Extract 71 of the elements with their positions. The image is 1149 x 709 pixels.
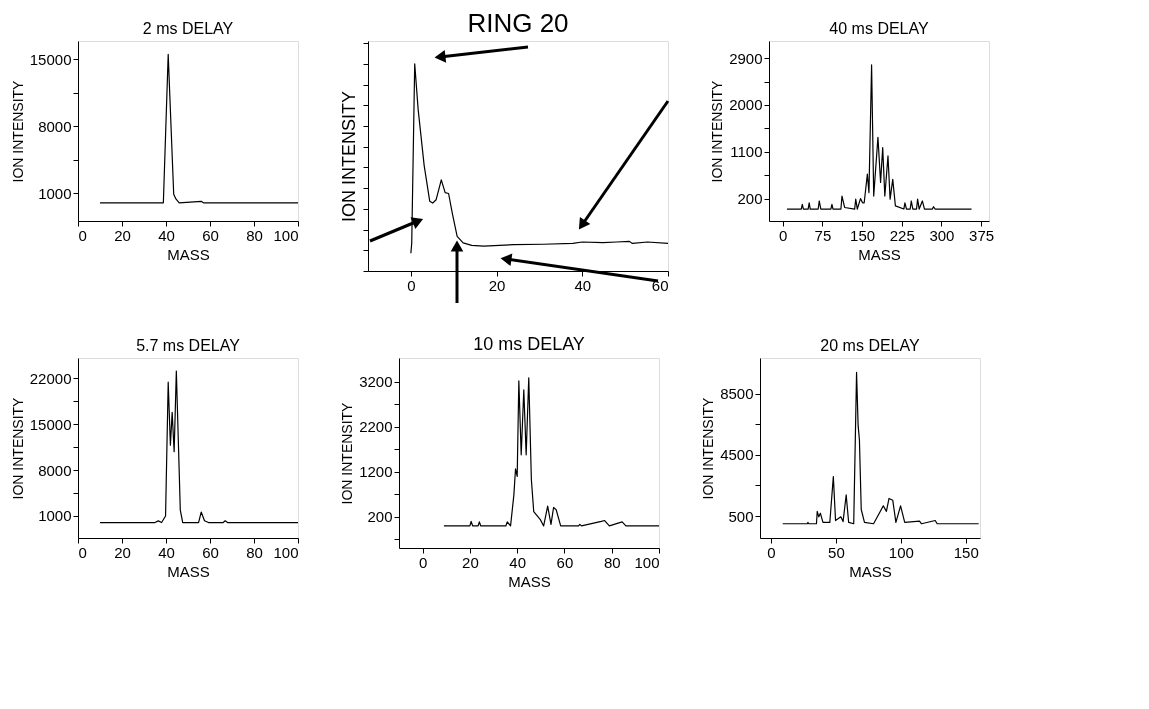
y-tick-label: 500 [728,507,754,525]
y-tick-label: 1100 [730,143,763,161]
y-tick-label: 15000 [29,415,72,433]
x-axis-title: MASS [849,562,892,580]
y-tick-label: 1000 [38,184,72,202]
x-tick-label: 150 [953,543,979,561]
x-axis-title: MASS [508,572,551,590]
y-tick-label: 1200 [359,463,393,481]
x-tick-label: 50 [828,543,845,561]
x-tick-label: 0 [78,226,87,244]
x-axis-title: MASS [858,245,901,263]
x-tick-label: 0 [418,553,428,571]
y-tick-label: 200 [737,190,763,208]
x-tick-label: 80 [246,226,263,244]
chart-title: 20 ms DELAY [820,337,920,354]
x-tick-label: 100 [273,226,299,244]
line-series [99,53,299,204]
line-series [782,371,980,525]
chart-title: 40 ms DELAY [829,20,929,37]
y-tick-label: 2200 [359,418,393,436]
x-axis-title: MASS [167,562,210,580]
x-tick-label: 100 [888,543,914,561]
y-tick-label: 8500 [720,385,754,403]
x-tick-label: 225 [889,226,915,244]
x-tick-label: 150 [850,226,876,244]
line-series [786,64,973,210]
y-tick-label: 3200 [359,373,393,391]
x-tick-label: 60 [202,543,219,561]
x-tick-label: 40 [574,276,592,294]
x-tick-label: 20 [114,543,131,561]
y-tick-label: 1000 [38,507,72,525]
x-tick-label: 20 [462,553,479,571]
y-tick-label: 2900 [729,49,763,67]
x-tick-label: 100 [273,543,299,561]
x-tick-label: 80 [603,553,621,571]
y-tick-label: 4500 [720,446,754,464]
y-axis-title: ION INTENSITY [339,401,356,505]
x-tick-label: 20 [488,276,506,294]
y-axis-title: ION INTENSITY [9,396,26,500]
x-tick-label: 40 [158,543,175,561]
chart-title: 2 ms DELAY [142,20,234,37]
x-tick-label: 80 [246,543,263,561]
y-axis-title: ION INTENSITY [9,79,26,183]
x-tick-label: 40 [158,226,175,244]
y-tick-label: 22000 [29,369,72,387]
x-tick-label: 0 [767,543,776,561]
x-tick-label: 60 [556,553,574,571]
x-tick-label: 300 [929,226,955,244]
x-tick-label: 75 [814,226,832,244]
y-axis-title: ION INTENSITY [700,396,717,500]
x-axis-title: MASS [167,245,210,263]
x-tick-label: 0 [407,276,416,294]
y-tick-label: 2000 [729,96,763,114]
y-tick-label: 200 [367,508,393,526]
x-tick-label: 375 [969,226,995,244]
y-axis-title: ION INTENSITY [709,79,726,183]
y-tick-label: 8000 [38,461,72,479]
y-axis-title: ION INTENSITY [339,90,359,223]
x-tick-label: 60 [202,226,219,244]
line-series [99,370,299,524]
x-tick-label: 0 [779,226,788,244]
y-tick-label: 15000 [29,50,72,68]
chart-title: 5.7 ms DELAY [136,337,241,354]
chart-title: RING 20 [467,8,569,38]
chart-title: 10 ms DELAY [473,334,585,354]
x-tick-label: 0 [78,543,87,561]
x-tick-label: 40 [509,553,527,571]
y-tick-label: 8000 [38,117,72,135]
line-series [443,377,660,527]
x-tick-label: 100 [634,553,660,571]
x-tick-label: 20 [114,226,131,244]
